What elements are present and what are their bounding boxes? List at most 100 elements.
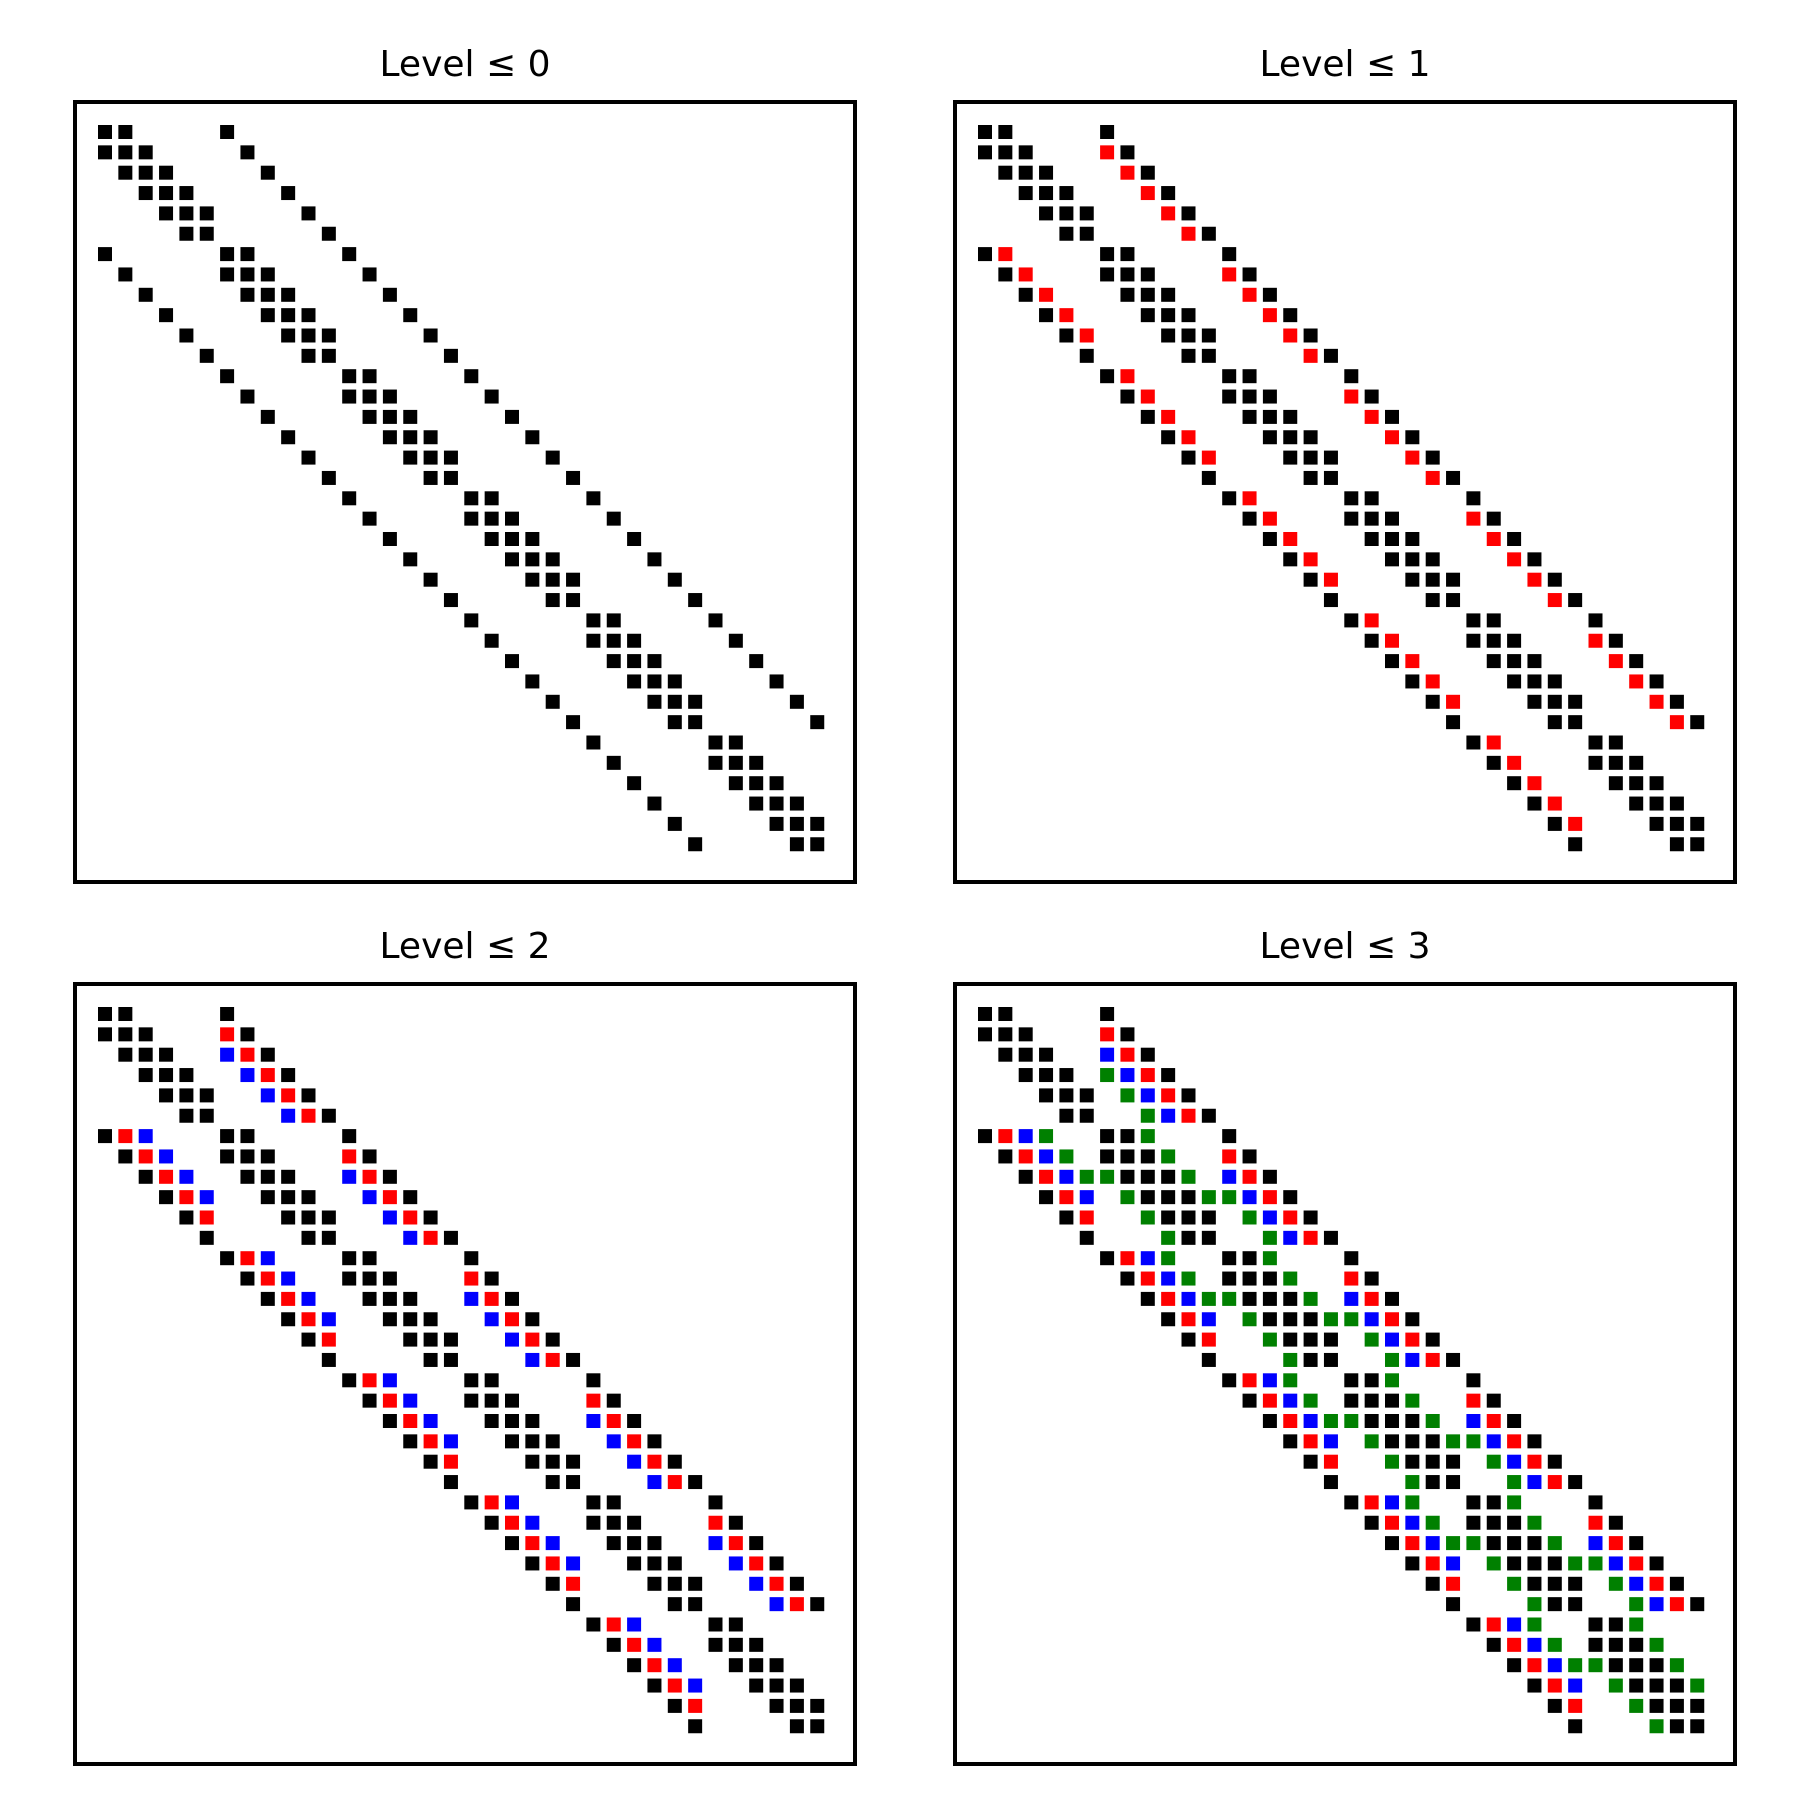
nonzero-cell-level-0: [769, 796, 784, 811]
nonzero-cell-level-0: [1649, 1658, 1664, 1673]
nonzero-cell-level-2: [382, 1373, 397, 1388]
nonzero-cell-level-3: [1262, 1332, 1277, 1347]
nonzero-cell-level-0: [179, 186, 194, 201]
nonzero-cell-level-0: [220, 125, 235, 139]
nonzero-cell-level-1: [382, 1190, 397, 1205]
nonzero-cell-level-0: [1466, 1373, 1481, 1388]
nonzero-cell-level-1: [1161, 1291, 1176, 1306]
nonzero-cell-level-0: [728, 1515, 743, 1530]
nonzero-cell-level-0: [1364, 1393, 1379, 1408]
nonzero-cell-level-0: [708, 1495, 723, 1510]
nonzero-cell-level-1: [1242, 287, 1257, 302]
nonzero-cell-level-2: [281, 1271, 296, 1286]
nonzero-cell-level-0: [1201, 1352, 1216, 1367]
nonzero-cell-level-1: [708, 1515, 723, 1530]
nonzero-cell-level-0: [179, 1068, 194, 1083]
nonzero-cell-level-1: [1242, 491, 1257, 506]
nonzero-cell-level-1: [1608, 654, 1623, 669]
nonzero-cell-level-0: [1446, 470, 1461, 485]
nonzero-cell-level-0: [505, 511, 519, 526]
nonzero-cell-level-1: [260, 1068, 275, 1083]
nonzero-cell-level-3: [1486, 1454, 1501, 1469]
nonzero-cell-level-0: [1608, 1515, 1623, 1530]
nonzero-cell-level-1: [1364, 613, 1379, 628]
panel-title: Level ≤ 1: [1259, 44, 1431, 85]
nonzero-cell-level-0: [362, 389, 377, 404]
nonzero-cell-level-0: [301, 1088, 316, 1103]
nonzero-cell-level-0: [1059, 186, 1074, 201]
nonzero-cell-level-0: [464, 1495, 479, 1510]
nonzero-cell-level-1: [1568, 816, 1583, 831]
nonzero-cell-level-0: [1100, 1129, 1115, 1144]
nonzero-cell-level-0: [118, 1027, 133, 1042]
nonzero-cell-level-3: [1039, 1129, 1054, 1144]
nonzero-cell-level-0: [545, 552, 560, 567]
nonzero-cell-level-0: [789, 1698, 804, 1713]
nonzero-cell-level-2: [281, 1108, 296, 1123]
nonzero-cell-level-1: [1100, 145, 1115, 160]
nonzero-cell-level-0: [769, 816, 784, 831]
nonzero-cell-level-0: [1527, 694, 1542, 709]
nonzero-cell-level-0: [1303, 1352, 1318, 1367]
nonzero-cell-level-1: [403, 1414, 418, 1428]
nonzero-cell-level-0: [1283, 450, 1298, 465]
nonzero-cell-level-1: [240, 1251, 255, 1266]
nonzero-cell-level-3: [1649, 1637, 1664, 1652]
nonzero-cell-level-0: [1446, 593, 1461, 608]
nonzero-cell-level-0: [1201, 348, 1216, 363]
nonzero-cell-level-0: [606, 613, 621, 628]
nonzero-cell-level-0: [749, 654, 764, 669]
nonzero-cell-level-1: [281, 1291, 296, 1306]
nonzero-cell-level-0: [138, 165, 153, 180]
nonzero-cell-level-0: [403, 1291, 418, 1306]
nonzero-cell-level-0: [708, 1617, 723, 1632]
nonzero-cell-level-1: [443, 1454, 458, 1469]
nonzero-cell-level-2: [769, 1597, 784, 1612]
nonzero-cell-level-0: [545, 1434, 560, 1449]
nonzero-cell-level-0: [789, 1719, 804, 1734]
nonzero-cell-level-0: [1079, 1088, 1094, 1103]
nonzero-cell-level-0: [525, 430, 540, 445]
nonzero-cell-level-1: [647, 1658, 662, 1673]
nonzero-cell-level-3: [1629, 1597, 1644, 1612]
nonzero-cell-level-0: [1161, 328, 1176, 343]
nonzero-cell-level-0: [728, 1637, 743, 1652]
nonzero-cell-level-1: [403, 1210, 418, 1225]
nonzero-cell-level-0: [362, 1291, 377, 1306]
nonzero-cell-level-0: [1446, 1597, 1461, 1612]
nonzero-cell-level-0: [362, 1393, 377, 1408]
nonzero-cell-level-0: [1344, 511, 1359, 526]
nonzero-cell-level-1: [1568, 1698, 1583, 1713]
nonzero-cell-level-0: [1669, 816, 1684, 831]
nonzero-cell-level-0: [464, 1373, 479, 1388]
nonzero-cell-level-0: [1527, 654, 1542, 669]
nonzero-cell-level-3: [1140, 1210, 1155, 1225]
nonzero-cell-level-0: [810, 715, 825, 730]
sparsity-pattern: [98, 125, 825, 852]
nonzero-cell-level-0: [1140, 308, 1155, 323]
nonzero-cell-level-0: [403, 552, 418, 567]
nonzero-cell-level-0: [138, 186, 153, 201]
nonzero-cell-level-0: [667, 1698, 682, 1713]
nonzero-cell-level-1: [220, 1027, 235, 1042]
nonzero-cell-level-0: [301, 1332, 316, 1347]
nonzero-cell-level-0: [443, 1352, 458, 1367]
nonzero-cell-level-0: [464, 613, 479, 628]
nonzero-cell-level-0: [525, 1556, 540, 1571]
nonzero-cell-level-3: [1120, 1088, 1135, 1103]
nonzero-cell-level-0: [1018, 287, 1033, 302]
nonzero-cell-level-0: [98, 1027, 112, 1042]
nonzero-cell-level-0: [1181, 348, 1196, 363]
nonzero-cell-level-0: [1222, 1271, 1237, 1286]
nonzero-cell-level-0: [382, 1312, 397, 1327]
nonzero-cell-level-1: [1547, 593, 1562, 608]
nonzero-cell-level-0: [769, 1658, 784, 1673]
nonzero-cell-level-1: [1649, 1576, 1664, 1591]
nonzero-cell-level-1: [1303, 1434, 1318, 1449]
nonzero-cell-level-0: [1588, 735, 1603, 750]
nonzero-cell-level-0: [1486, 1536, 1501, 1551]
nonzero-cell-level-0: [1018, 186, 1033, 201]
nonzero-cell-level-0: [1364, 1373, 1379, 1388]
nonzero-cell-level-0: [688, 1719, 703, 1734]
nonzero-cell-level-0: [1588, 1617, 1603, 1632]
